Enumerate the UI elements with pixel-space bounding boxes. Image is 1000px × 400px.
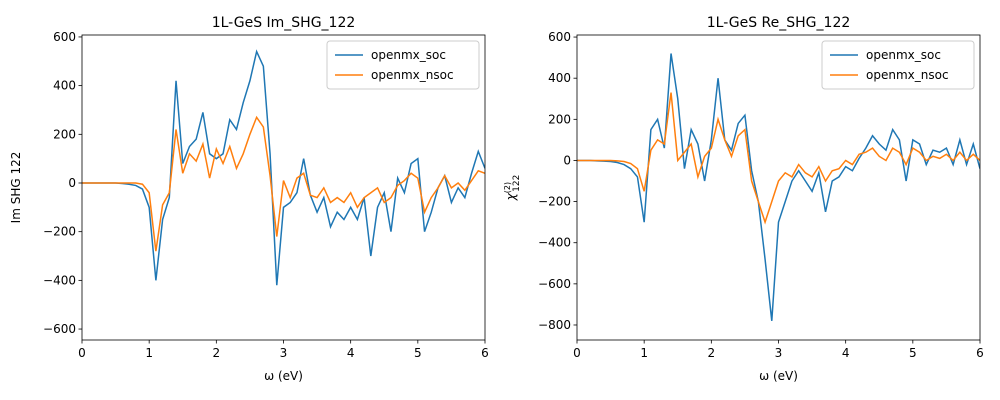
data-line xyxy=(577,53,980,321)
chart-title: 1L-GeS Im_SHG_122 xyxy=(212,15,356,31)
x-tick-label: 0 xyxy=(78,346,86,360)
x-tick-label: 5 xyxy=(909,346,917,360)
y-tick-label: 400 xyxy=(53,79,76,93)
legend-box xyxy=(821,40,975,90)
legend-label: openmx_soc xyxy=(371,48,446,62)
data-line xyxy=(82,115,485,252)
y-tick-label: 600 xyxy=(53,30,76,44)
legend-box xyxy=(326,40,480,90)
y-tick-label: 200 xyxy=(548,112,571,126)
data-line xyxy=(577,92,980,225)
y-tick-label: −200 xyxy=(538,195,571,209)
y-tick-label: 200 xyxy=(53,127,76,141)
chart-title: 1L-GeS Re_SHG_122 xyxy=(707,15,851,31)
x-tick-label: 6 xyxy=(976,346,984,360)
x-tick-label: 2 xyxy=(213,346,221,360)
x-tick-label: 4 xyxy=(842,346,850,360)
legend-label: openmx_nsoc xyxy=(866,68,949,82)
legend-label: openmx_soc xyxy=(866,48,941,62)
y-axis-label: χ(2)122 xyxy=(503,175,522,202)
y-axis-label: Im SHG 122 xyxy=(9,152,23,224)
y-tick-label: 0 xyxy=(563,153,571,167)
y-tick-label: −600 xyxy=(43,322,76,336)
x-tick-label: 6 xyxy=(481,346,489,360)
y-tick-label: 400 xyxy=(548,71,571,85)
x-tick-label: 3 xyxy=(280,346,288,360)
x-axis-label: ω (eV) xyxy=(264,369,303,383)
x-tick-label: 0 xyxy=(573,346,581,360)
x-tick-label: 5 xyxy=(414,346,422,360)
x-tick-label: 1 xyxy=(145,346,153,360)
y-tick-label: −800 xyxy=(538,318,571,332)
x-axis-label: ω (eV) xyxy=(759,369,798,383)
y-label-sub: 122 xyxy=(512,175,522,192)
data-line xyxy=(82,49,485,286)
x-tick-label: 3 xyxy=(775,346,783,360)
y-tick-label: −600 xyxy=(538,277,571,291)
x-tick-label: 4 xyxy=(347,346,355,360)
y-label-sup: (2) xyxy=(503,182,512,193)
y-label-base: χ xyxy=(504,192,518,201)
x-tick-label: 2 xyxy=(708,346,716,360)
y-tick-label: −400 xyxy=(43,273,76,287)
y-tick-label: 0 xyxy=(68,176,76,190)
legend-label: openmx_nsoc xyxy=(371,68,454,82)
y-tick-label: 600 xyxy=(548,30,571,44)
x-tick-label: 1 xyxy=(640,346,648,360)
y-tick-label: −200 xyxy=(43,225,76,239)
y-tick-label: −400 xyxy=(538,236,571,250)
